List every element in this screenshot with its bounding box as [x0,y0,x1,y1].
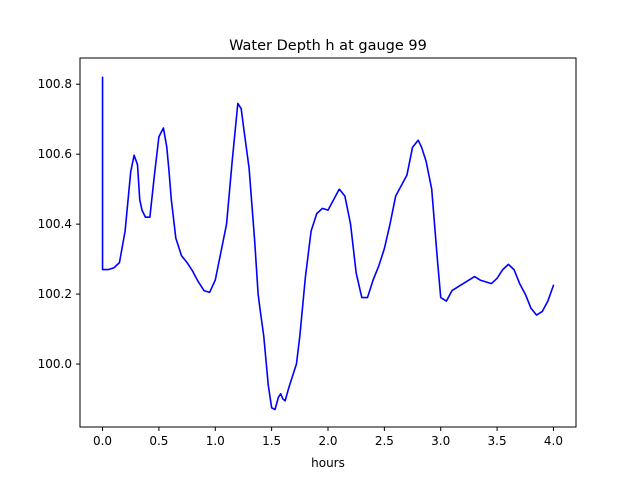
x-axis: 0.0 0.5 1.0 1.5 2.0 2.5 3.0 3.5 4.0 [93,427,563,448]
chart-title: Water Depth h at gauge 99 [229,38,427,54]
y-tick-label: 100.4 [38,217,72,231]
x-tick-label: 2.0 [318,434,337,448]
x-tick-label: 4.0 [544,434,563,448]
x-tick-label: 3.5 [488,434,507,448]
x-tick-label: 3.0 [431,434,450,448]
y-tick-label: 100.0 [38,357,72,371]
x-tick-label: 2.5 [375,434,394,448]
x-tick-label: 0.5 [149,434,168,448]
x-tick-label: 1.5 [262,434,281,448]
plot-area [101,76,555,411]
y-axis: 100.0 100.2 100.4 100.6 100.8 [38,77,80,371]
x-tick-label: 0.0 [93,434,112,448]
series-line [101,76,555,411]
y-tick-label: 100.6 [38,147,72,161]
y-tick-label: 100.8 [38,77,72,91]
y-tick-label: 100.2 [38,287,72,301]
x-axis-label: hours [311,456,345,470]
x-tick-label: 1.0 [206,434,225,448]
